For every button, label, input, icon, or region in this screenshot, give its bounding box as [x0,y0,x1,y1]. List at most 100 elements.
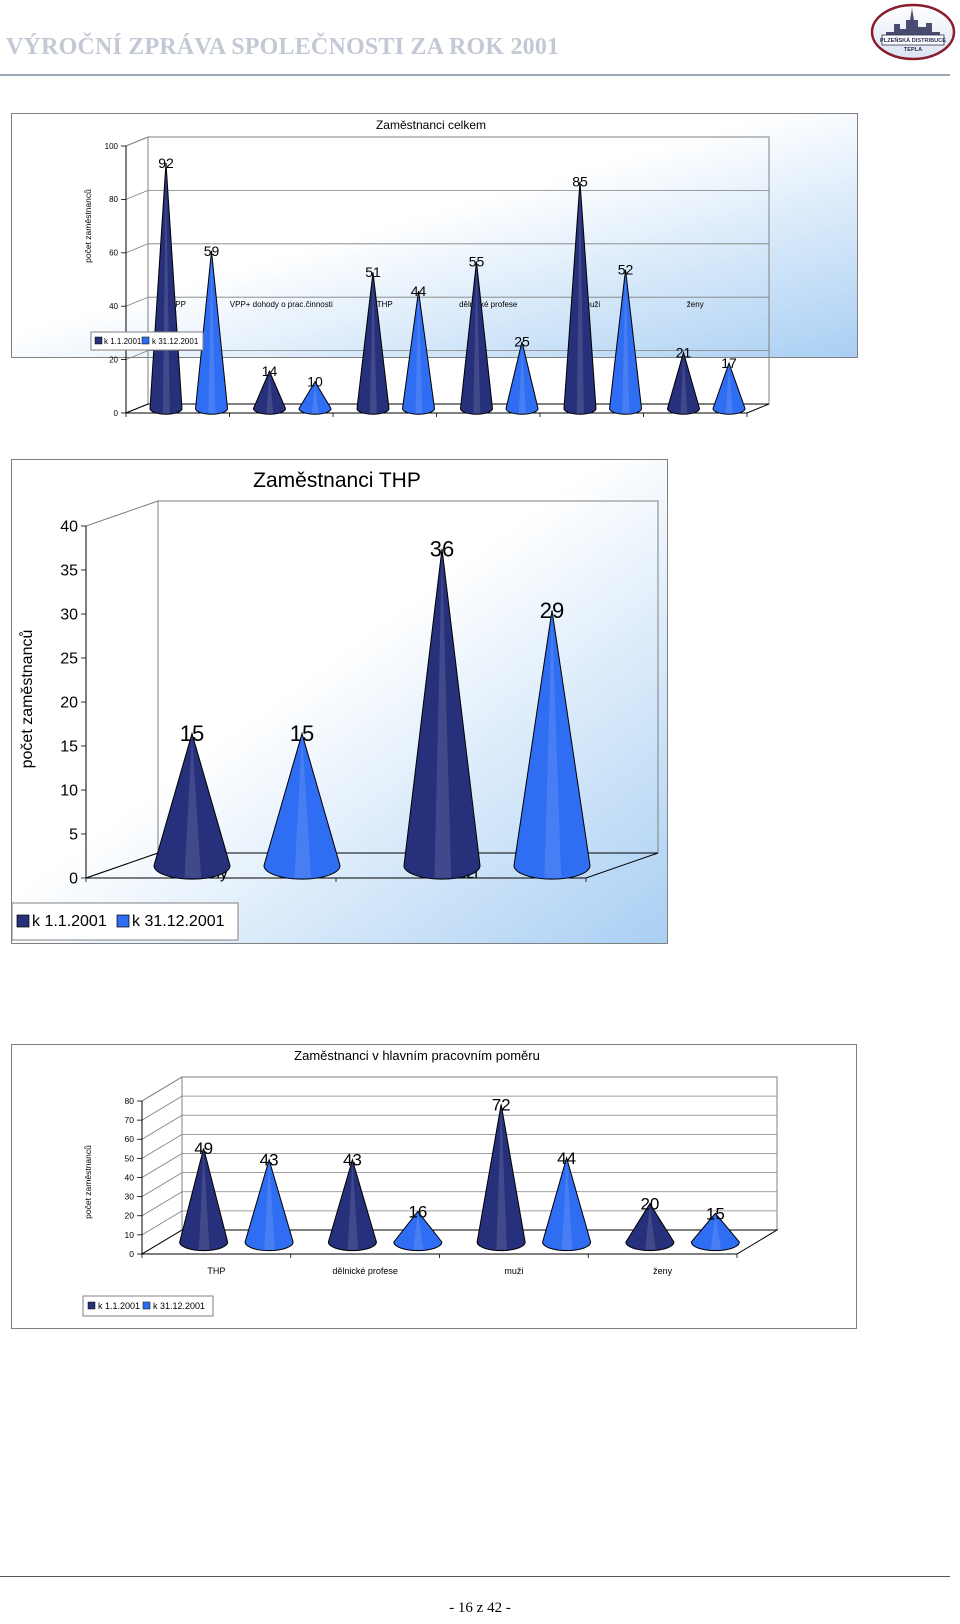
cone-highlight [518,343,526,414]
y-tick-label: 70 [125,1115,135,1125]
y-tick-label: 15 [60,739,78,756]
logo-text-line-2: TEPLA [904,47,922,53]
data-label-vpp-dohody-o-prac-cinnosti-series-2: 10 [307,374,323,390]
gridline-side [141,1114,183,1140]
gridline-side [141,1172,183,1197]
data-label-zeny-series-1: 15 [180,721,204,746]
page-number: - 16 z 42 - [449,1600,511,1616]
y-tick-label: 20 [60,695,78,712]
cone-highlight [264,1161,275,1250]
cone-zeny-series-2 [712,361,746,415]
y-tick-label: 80 [125,1096,135,1106]
y-tick-label: 0 [114,409,119,418]
y-tick-label: 50 [125,1153,135,1163]
cone-highlight [184,735,202,878]
y-tick-label: 100 [105,142,119,151]
cone-muzi-series-2 [542,1156,592,1252]
y-tick-label: 35 [60,563,78,580]
cone-highlight [266,373,274,414]
gridline-side [125,350,149,360]
data-label-zeny-series-2: 15 [290,721,314,746]
legend-label-series-2: k 31.12.2001 [153,1301,205,1311]
y-tick-label: 30 [125,1192,135,1202]
cone-highlight [622,271,630,414]
data-label-muzi-series-2: 52 [618,262,634,278]
cone-muzi-series-1 [403,548,481,880]
page-header: VÝROČNÍ ZPRÁVA SPOLEČNOSTI ZA ROK 2001 P… [0,0,960,82]
cone-zeny-series-2 [690,1212,740,1252]
x-category-label-delnicke-profese: dělnické profese [332,1266,398,1276]
y-tick-label: 60 [109,249,118,258]
x-category-label-thp: THP [207,1266,225,1276]
chart-title: Zaměstnanci celkem [376,118,486,132]
gridline-side [125,190,149,200]
data-label-zeny-series-2: 15 [706,1204,725,1223]
cone-thp-series-2 [244,1157,294,1252]
cone-thp-series-1 [179,1148,229,1252]
cone-highlight [544,612,562,878]
legend-swatch-series-2 [141,336,150,345]
cone-zeny-series-1 [666,350,700,415]
gridline-side [141,1210,183,1236]
legend-label-series-1: k 1.1.2001 [98,1301,140,1311]
data-label-thp-series-2: 44 [411,283,427,299]
chart-employees-main-employment-svg: Zaměstnanci v hlavním pracovním poměru p… [11,1044,857,1329]
cone-highlight [162,164,170,414]
data-label-muzi-series-1: 72 [492,1095,511,1114]
floor [85,852,659,879]
cone-zeny-series-2 [263,731,341,880]
cone-highlight [294,735,312,878]
chart-background [11,1044,857,1329]
cone-highlight [725,365,733,414]
cone-highlight [473,263,481,414]
cone-highlight [561,1159,573,1250]
cone-thp-series-2 [402,290,436,415]
x-category-label-muzi: muži [504,1266,523,1276]
cone-vpp-dohody-o-prac-cinnosti-series-1 [252,369,286,415]
legend-swatch-series-1 [94,336,103,345]
y-tick-label: 30 [60,607,78,624]
cone-highlight [434,550,452,878]
data-label-vpp-dohody-o-prac-cinnosti-series-1: 14 [262,363,278,379]
data-label-delnicke-profese-series-2: 16 [408,1202,427,1221]
y-tick-label: 20 [125,1211,135,1221]
cone-muzi-series-2 [513,610,591,880]
gridline-side [141,1095,183,1121]
x-category-label-vpp-dohody-o-prac-cinnosti: VPP+ dohody o prac.činnosti [230,300,333,309]
legend-label-series-1: k 1.1.2001 [104,337,142,346]
footer-rule [0,1576,950,1577]
chart-title: Zaměstnanci v hlavním pracovním poměru [294,1048,540,1063]
y-tick-label: 10 [125,1230,135,1240]
legend: k 1.1.2001 k 31.12.2001 [11,902,239,941]
legend-label-series-2: k 31.12.2001 [132,913,225,930]
cone-hpp-series-2 [195,250,229,415]
y-tick-label: 25 [60,651,78,668]
legend-label-series-2: k 31.12.2001 [152,337,199,346]
legend-label-series-1: k 1.1.2001 [32,913,107,930]
data-label-hpp-series-2: 59 [204,243,220,259]
chart-employees-total-svg: Zaměstnanci celkem počet zaměstnanců 0 20… [11,113,858,418]
floor [140,1229,779,1255]
y-tick-label: 40 [125,1172,135,1182]
data-label-thp-series-1: 51 [365,264,381,280]
cone-muzi-series-1 [563,181,597,415]
data-label-thp-series-2: 43 [260,1151,279,1170]
legend-swatch-series-1 [16,914,30,928]
cone-delnicke-profese-series-1 [327,1157,377,1252]
y-tick-label: 0 [69,871,78,888]
cone-highlight [311,383,319,414]
data-label-muzi-series-2: 29 [540,598,564,623]
data-label-delnicke-profese-series-1: 55 [469,254,485,270]
cone-highlight [347,1161,359,1250]
x-category-label-muzi: muži [583,300,600,309]
x-category-label-hpp: HPP [170,300,186,309]
chart-employees-thp-svg: Zaměstnanci THP počet zaměstnanců 0 5 10 15… [11,459,668,944]
y-tick-label: 20 [109,355,118,364]
y-tick-label: 10 [60,783,78,800]
chart-employees-main-employment: Zaměstnanci v hlavním pracovním poměru p… [11,1044,857,1329]
cone-highlight [208,252,216,414]
data-label-zeny-series-1: 21 [676,344,692,360]
data-label-thp-series-1: 49 [194,1139,213,1158]
legend: k 1.1.2001 k 31.12.2001 [90,331,204,351]
gridline-side [125,243,149,254]
